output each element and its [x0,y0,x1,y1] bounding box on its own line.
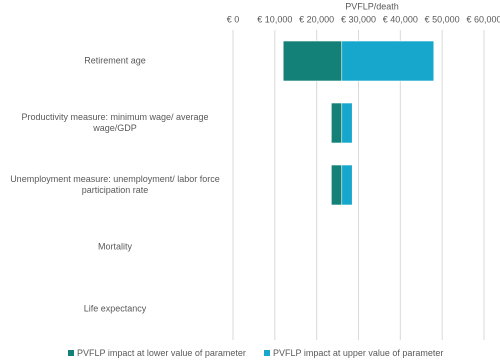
category-label: Productivity measure: minimum wage/ aver… [21,112,209,133]
bar [341,40,435,82]
x-tick-label: € 50,000 [425,14,460,24]
x-tick-label: € 60,000 [466,14,500,24]
category-label: Mortality [97,241,132,252]
category-label: Retirement age [84,55,146,66]
legend-label: PVFLP impact at lower value of parameter [77,348,246,358]
category-label: Life expectancy [83,303,147,314]
bar [282,40,343,82]
bar [341,102,353,144]
axis-title: PVFLP/death [345,1,399,11]
x-tick-label: € 0 [227,14,240,24]
legend-label: PVFLP impact at upper value of parameter [273,348,443,358]
x-tick-label: € 30,000 [341,14,376,24]
bar [331,164,343,206]
x-tick-label: € 10,000 [257,14,292,24]
bar [331,102,343,144]
x-tick-label: € 20,000 [299,14,334,24]
legend-swatch [264,350,270,356]
bar [341,164,353,206]
legend-swatch [68,350,74,356]
category-label: Unemployment measure: unemployment/ labo… [10,174,220,195]
x-tick-label: € 40,000 [383,14,418,24]
